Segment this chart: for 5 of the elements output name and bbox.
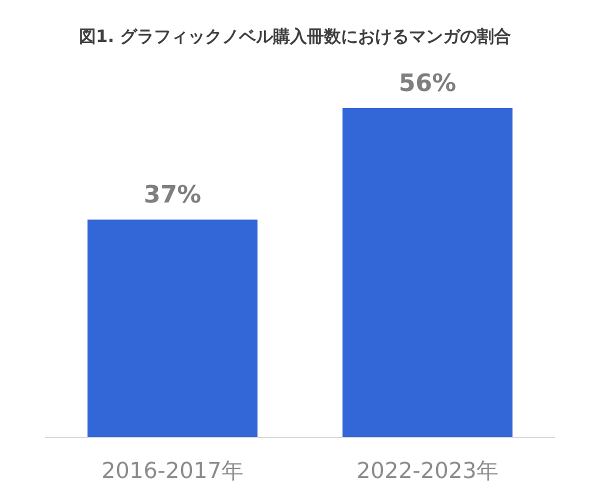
data-label: 56% <box>398 69 456 97</box>
data-label: 37% <box>144 180 202 209</box>
x-tick-label: 2022-2023年 <box>356 459 498 484</box>
chart-title: 図1. グラフィックノベル購入冊数におけるマンガの割合 <box>78 27 512 47</box>
x-tick-label: 2016-2017年 <box>102 459 244 484</box>
